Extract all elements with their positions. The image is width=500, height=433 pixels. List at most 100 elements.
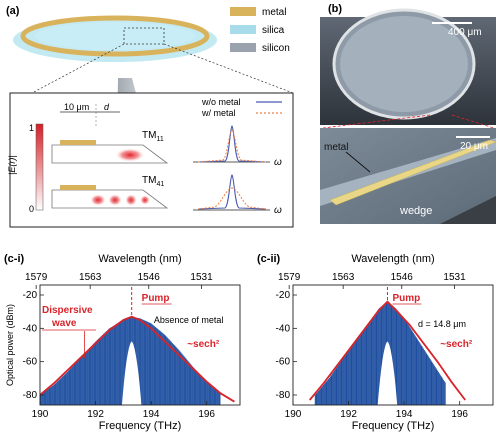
- y-tick-label: -80: [276, 390, 291, 401]
- y-tick-label: -40: [23, 323, 38, 334]
- dim-10um-label: 10 μm: [64, 102, 89, 112]
- legend-w-metal: w/ metal: [201, 108, 236, 118]
- sem-wedge-edge: [440, 196, 496, 224]
- d-value-label: d = 14.8 μm: [418, 319, 466, 329]
- chart-x-label: Frequency (THz): [99, 420, 182, 432]
- zoom-line-left: [31, 43, 125, 94]
- pump-label: Pump: [142, 293, 170, 304]
- scale-label-bottom: 20 μm: [460, 141, 488, 152]
- scale-bar-bottom: [456, 136, 490, 138]
- x2-tick-label: 1563: [79, 272, 102, 283]
- zoom-line-right: [163, 43, 294, 94]
- mode-tm41-label: TM41: [142, 175, 164, 188]
- colorbar: [35, 123, 44, 211]
- sech-label: ~sech²: [440, 339, 473, 350]
- legend-label-metal: metal: [262, 7, 286, 18]
- zoom-box: [123, 27, 165, 45]
- x2-tick-label: 1579: [25, 272, 48, 283]
- spectrum-2-w: [197, 187, 267, 210]
- dim-d-label: d: [104, 102, 110, 112]
- spectrum-1-wo: [197, 125, 267, 163]
- y-tick-label: -20: [276, 290, 291, 301]
- y-tick-label: -60: [23, 357, 38, 368]
- wedge-profile-1: [51, 144, 169, 164]
- sech-fit-line: [39, 315, 235, 403]
- metal-ring: [20, 15, 210, 57]
- pump-label: Pump: [392, 293, 420, 304]
- scale-label-top: 400 μm: [448, 27, 482, 38]
- dispersive-wave-label-2: wave: [51, 318, 77, 329]
- sem-disk-top: [340, 16, 468, 112]
- x-tick-label: 196: [198, 409, 215, 420]
- chart-1: (c-i) Wavelength (nm) Frequency (THz) Optic…: [4, 253, 241, 432]
- x2-tick-label: 1546: [138, 272, 161, 283]
- absence-label: Absence of metal: [154, 315, 224, 325]
- mode-tm41-lobe-2: [108, 194, 122, 206]
- omega-1: ω: [274, 157, 282, 168]
- sech-label: ~sech²: [187, 339, 220, 350]
- legend-label-silica: silica: [262, 25, 285, 36]
- x-tick-label: 196: [451, 409, 468, 420]
- mode-tm41-lobe-1: [90, 194, 106, 206]
- metal-strip-2: [60, 185, 96, 190]
- panel-a: (a) metal silica silicon |E(r)| 1 0: [6, 5, 294, 228]
- wedge-profile-2: [51, 189, 169, 209]
- mode-tm11-field: [115, 148, 145, 162]
- colorbar-max: 1: [29, 123, 34, 133]
- dispersive-wave-label-1: Dispersive: [42, 305, 93, 316]
- chart-x-label: Frequency (THz): [352, 420, 435, 432]
- x2-tick-label: 1579: [278, 272, 301, 283]
- x-tick-label: 194: [143, 409, 160, 420]
- colorbar-min: 0: [29, 204, 34, 214]
- legend-swatch-metal: [230, 7, 256, 16]
- x2-tick-label: 1546: [391, 272, 414, 283]
- x-tick-label: 192: [87, 409, 104, 420]
- pump-notch: [377, 341, 398, 405]
- x-tick-label: 190: [32, 409, 49, 420]
- comb-lines: [39, 316, 221, 405]
- chart-x2-label: Wavelength (nm): [98, 253, 181, 265]
- panel-b: (b) 400 μm 20 μm metal wedge: [320, 3, 497, 224]
- zoom-line-b-right: [451, 114, 495, 129]
- spectrum-2-wo: [197, 174, 267, 210]
- mode-tm11-label: TM11: [142, 130, 164, 143]
- y-tick-label: -20: [23, 290, 38, 301]
- label-metal: metal: [324, 142, 348, 153]
- x-tick-label: 194: [396, 409, 413, 420]
- sech-fit-line: [308, 300, 466, 401]
- plot-frame: [292, 284, 494, 406]
- zoom-line-b-left: [322, 114, 431, 129]
- inset-ylabel: |E(r)|: [7, 155, 17, 175]
- material-legend: metal silica silicon: [230, 7, 290, 54]
- chart-x2-label: Wavelength (nm): [351, 253, 434, 265]
- scale-bar-top: [432, 22, 472, 24]
- pump-notch: [121, 341, 142, 405]
- x2-tick-label: 1563: [332, 272, 355, 283]
- plot-frame: [39, 284, 241, 406]
- x-tick-label: 192: [340, 409, 357, 420]
- y-tick-label: -60: [276, 357, 291, 368]
- x2-tick-label: 1531: [443, 272, 466, 283]
- label-metal-arrow: [345, 151, 371, 173]
- mode-tm41-lobe-3: [125, 194, 137, 206]
- chart-panel-label: (c-ii): [257, 253, 281, 265]
- panel-a-label: (a): [6, 5, 20, 17]
- omega-2: ω: [274, 205, 282, 216]
- spectrum-1-w: [197, 129, 267, 163]
- silica-top: [35, 22, 195, 50]
- x2-tick-label: 1531: [190, 272, 213, 283]
- mode-inset: |E(r)| 1 0 10 μm d TM11 TM41 w/o metal: [7, 92, 294, 228]
- metal-strip-1: [60, 140, 96, 145]
- charts-c: (c-i) Wavelength (nm) Frequency (THz) Optic…: [4, 253, 494, 432]
- panel-b-label: (b): [328, 3, 342, 15]
- x-tick-label: 190: [285, 409, 302, 420]
- legend-wo-metal: w/o metal: [201, 97, 241, 107]
- y-tick-label: -40: [276, 323, 291, 334]
- mode-tm41-lobe-4: [140, 195, 150, 205]
- sem-metal-strip: [329, 139, 497, 206]
- legend-swatch-silicon: [230, 43, 256, 52]
- legend-swatch-silica: [230, 25, 256, 34]
- y-tick-label: -80: [23, 390, 38, 401]
- chart-y-label: Optical power (dBm): [5, 304, 15, 386]
